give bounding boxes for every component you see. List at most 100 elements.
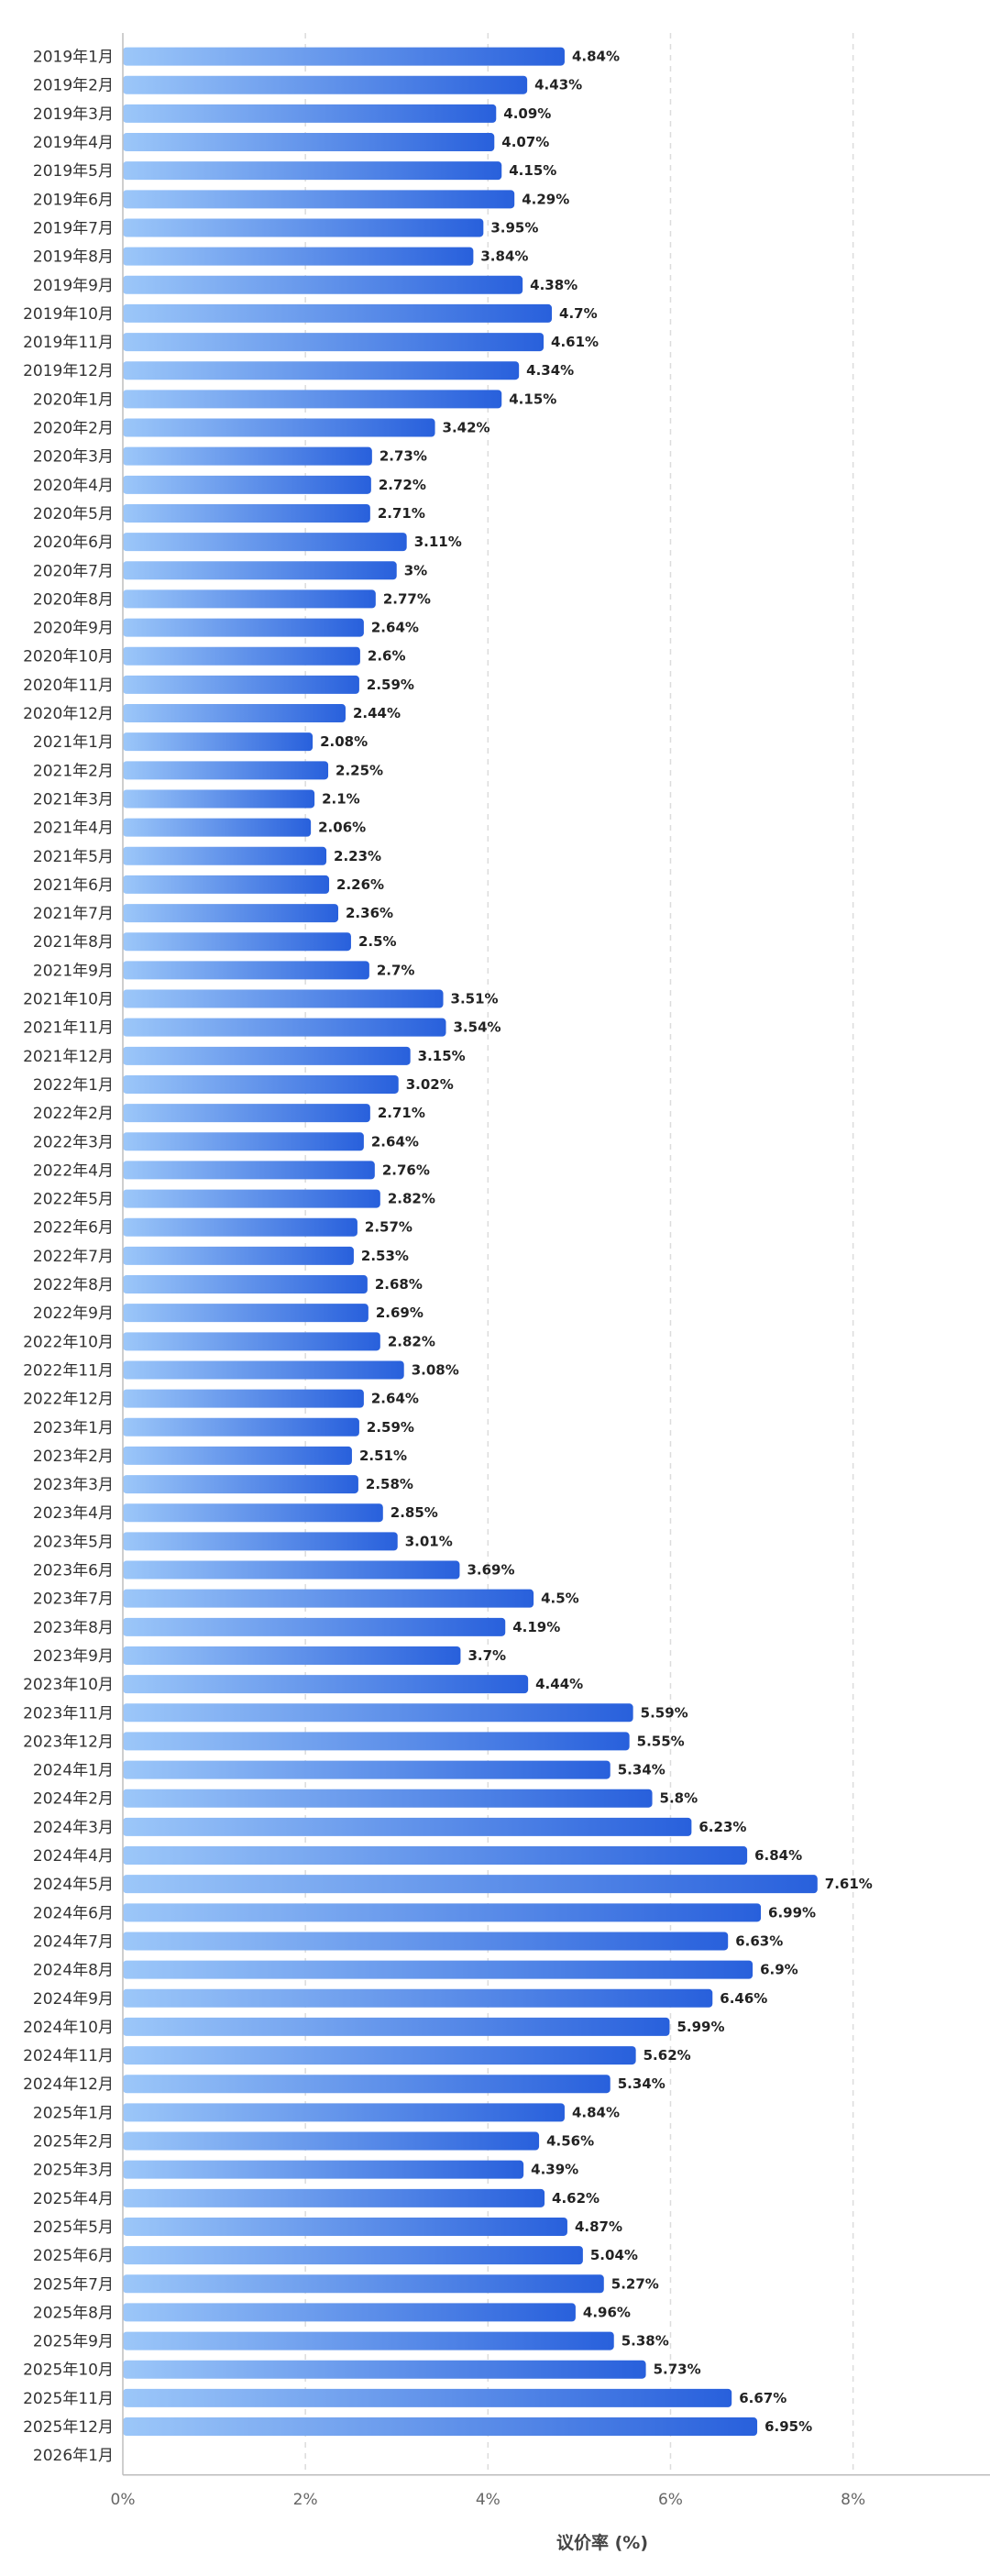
value-label: 5.73% <box>654 2361 701 2378</box>
value-label: 2.59% <box>367 677 414 693</box>
bar <box>123 1988 713 2008</box>
category-label: 2022年1月 <box>33 1076 114 1095</box>
category-label: 2022年3月 <box>33 1133 114 1151</box>
value-label: 3.95% <box>490 219 538 236</box>
category-label: 2025年9月 <box>33 2333 114 2351</box>
value-label: 4.15% <box>509 391 556 407</box>
category-label: 2022年8月 <box>33 1276 114 1294</box>
category-label: 2020年3月 <box>33 448 114 467</box>
value-label: 2.71% <box>378 505 425 522</box>
category-label: 2021年9月 <box>33 962 114 980</box>
value-label: 2.51% <box>359 1448 407 1464</box>
category-label: 2021年3月 <box>33 790 114 809</box>
value-label: 3.08% <box>412 1361 459 1378</box>
category-label: 2024年1月 <box>33 1762 114 1780</box>
value-label: 5.27% <box>611 2275 659 2292</box>
bar <box>123 961 369 980</box>
value-label: 4.96% <box>583 2304 631 2320</box>
category-label: 2023年7月 <box>33 1591 114 1609</box>
bar <box>123 303 553 323</box>
value-label: 2.26% <box>336 876 384 893</box>
category-label: 2020年4月 <box>33 477 114 495</box>
value-label: 4.38% <box>530 277 578 293</box>
bar <box>123 1589 534 1608</box>
value-label: 3.7% <box>468 1647 506 1664</box>
category-label: 2024年6月 <box>33 1904 114 1922</box>
category-label: 2022年6月 <box>33 1219 114 1238</box>
value-label: 2.44% <box>353 705 401 721</box>
value-label: 3.84% <box>480 248 528 265</box>
category-label: 2026年1月 <box>33 2447 114 2465</box>
bar <box>123 2246 583 2265</box>
category-label: 2019年5月 <box>33 162 114 181</box>
x-tick-label: 0% <box>111 2491 136 2509</box>
value-label: 4.5% <box>541 1591 579 1607</box>
value-label: 2.06% <box>318 820 366 836</box>
bar <box>123 1875 818 1894</box>
bar <box>123 1161 375 1180</box>
x-tick-label: 6% <box>658 2491 683 2509</box>
value-label: 4.29% <box>522 191 569 207</box>
value-label: 3% <box>404 562 427 578</box>
bar <box>123 789 315 809</box>
category-label: 2021年11月 <box>23 1019 114 1038</box>
bar <box>123 275 523 294</box>
value-label: 4.61% <box>551 334 599 350</box>
bar <box>123 1932 729 1951</box>
bar <box>123 761 329 780</box>
bar <box>123 2417 758 2437</box>
value-label: 5.55% <box>637 1733 685 1749</box>
bar <box>123 1189 380 1208</box>
value-label: 4.56% <box>546 2133 594 2150</box>
value-label: 4.19% <box>512 1619 560 1635</box>
value-label: 3.15% <box>418 1048 466 1064</box>
category-label: 2019年1月 <box>33 49 114 67</box>
bar <box>123 1332 380 1351</box>
bar <box>123 2103 565 2122</box>
bar <box>123 732 314 752</box>
category-label: 2025年2月 <box>33 2133 114 2152</box>
category-label: 2019年11月 <box>23 334 114 352</box>
bar <box>123 589 376 609</box>
bar <box>123 2388 732 2407</box>
category-label: 2021年12月 <box>23 1048 114 1066</box>
value-label: 2.71% <box>378 1105 425 1121</box>
value-label: 2.73% <box>380 448 427 465</box>
bar <box>123 1104 370 1123</box>
bar <box>123 1732 630 1751</box>
category-label: 2019年3月 <box>33 105 114 124</box>
category-label: 2019年7月 <box>33 219 114 237</box>
x-axis-title: 议价率 (%) <box>556 2532 648 2553</box>
category-label: 2023年6月 <box>33 1562 114 1580</box>
value-label: 2.82% <box>388 1191 435 1207</box>
value-label: 3.69% <box>467 1562 514 1579</box>
value-label: 4.09% <box>503 105 551 122</box>
value-label: 5.34% <box>618 1762 666 1778</box>
value-label: 4.43% <box>534 77 582 94</box>
value-label: 6.95% <box>764 2418 812 2435</box>
category-label: 2025年10月 <box>23 2361 114 2380</box>
bar <box>123 390 502 409</box>
bar <box>123 247 474 266</box>
category-label: 2025年6月 <box>33 2247 114 2265</box>
category-label: 2023年2月 <box>33 1448 114 1466</box>
bar <box>123 1360 404 1380</box>
bar <box>123 904 339 923</box>
value-label: 2.5% <box>358 933 397 950</box>
category-label: 2019年4月 <box>33 134 114 152</box>
value-label: 2.77% <box>383 590 431 607</box>
bar <box>123 618 364 637</box>
value-label: 6.99% <box>768 1904 816 1921</box>
bar <box>123 218 484 237</box>
bar <box>123 2331 614 2350</box>
category-label: 2024年5月 <box>33 1876 114 1894</box>
category-label: 2024年10月 <box>23 2019 114 2037</box>
bar <box>123 561 397 580</box>
bar <box>123 333 544 352</box>
category-label: 2022年10月 <box>23 1333 114 1351</box>
value-label: 4.34% <box>526 362 574 379</box>
bar <box>123 1703 633 1723</box>
bar <box>123 190 515 209</box>
category-label: 2021年7月 <box>33 905 114 923</box>
category-label: 2022年12月 <box>23 1391 114 1409</box>
